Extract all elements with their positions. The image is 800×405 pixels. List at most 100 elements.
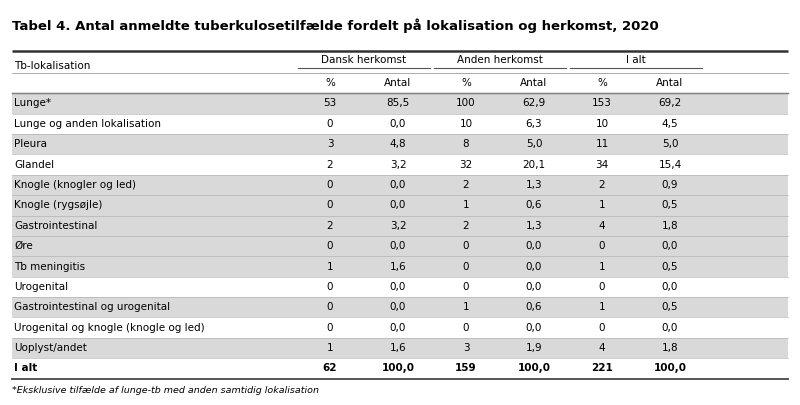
Text: 153: 153 — [592, 98, 612, 109]
Text: 0,0: 0,0 — [390, 180, 406, 190]
Text: 2: 2 — [598, 180, 606, 190]
Text: 10: 10 — [459, 119, 473, 129]
Text: Gastrointestinal og urogenital: Gastrointestinal og urogenital — [14, 302, 170, 312]
Text: 0,0: 0,0 — [526, 241, 542, 251]
Text: 10: 10 — [595, 119, 609, 129]
Text: 1: 1 — [598, 262, 606, 271]
Text: 3: 3 — [462, 343, 470, 353]
Text: 0,0: 0,0 — [390, 323, 406, 333]
Text: 0: 0 — [598, 241, 606, 251]
Text: 0: 0 — [598, 323, 606, 333]
Text: 0,0: 0,0 — [390, 200, 406, 210]
Text: 1: 1 — [462, 302, 470, 312]
Text: 0: 0 — [326, 200, 334, 210]
Text: 0,0: 0,0 — [526, 262, 542, 271]
Text: 0,6: 0,6 — [526, 302, 542, 312]
Text: 3,2: 3,2 — [390, 160, 406, 170]
Text: 2: 2 — [462, 180, 470, 190]
Bar — [12, 93, 788, 113]
Text: Tabel 4. Antal anmeldte tuberkulosetilfælde fordelt på lokalisation og herkomst,: Tabel 4. Antal anmeldte tuberkulosetilfæ… — [12, 18, 658, 33]
Text: 1,3: 1,3 — [526, 221, 542, 231]
Text: 4: 4 — [598, 221, 606, 231]
Text: 1,8: 1,8 — [662, 343, 678, 353]
Text: Knogle (knogler og led): Knogle (knogler og led) — [14, 180, 136, 190]
Text: 2: 2 — [462, 221, 470, 231]
Text: 1,9: 1,9 — [526, 343, 542, 353]
Text: I alt: I alt — [14, 363, 38, 373]
Text: 0,6: 0,6 — [526, 200, 542, 210]
Text: 1,6: 1,6 — [390, 262, 406, 271]
Bar — [12, 195, 788, 215]
Text: 0: 0 — [462, 241, 470, 251]
Text: %: % — [461, 78, 471, 88]
Text: 0,5: 0,5 — [662, 200, 678, 210]
Text: 3,2: 3,2 — [390, 221, 406, 231]
Text: 0,0: 0,0 — [662, 241, 678, 251]
Text: 0: 0 — [462, 282, 470, 292]
Text: 34: 34 — [595, 160, 609, 170]
Bar — [12, 256, 788, 277]
Text: 0,0: 0,0 — [526, 323, 542, 333]
Text: Dansk herkomst: Dansk herkomst — [322, 55, 406, 65]
Text: 2: 2 — [326, 160, 334, 170]
Text: 1: 1 — [598, 302, 606, 312]
Bar — [12, 277, 788, 297]
Text: Antal: Antal — [656, 78, 684, 88]
Text: Lunge og anden lokalisation: Lunge og anden lokalisation — [14, 119, 162, 129]
Text: 0: 0 — [326, 282, 334, 292]
Text: I alt: I alt — [626, 55, 646, 65]
Text: Antal: Antal — [520, 78, 548, 88]
Text: 0,0: 0,0 — [390, 302, 406, 312]
Text: 100,0: 100,0 — [382, 363, 414, 373]
Text: 0: 0 — [326, 323, 334, 333]
Text: 0,5: 0,5 — [662, 262, 678, 271]
Text: 159: 159 — [455, 363, 477, 373]
Text: 62,9: 62,9 — [522, 98, 546, 109]
Text: 4,5: 4,5 — [662, 119, 678, 129]
Text: 15,4: 15,4 — [658, 160, 682, 170]
Text: Lunge*: Lunge* — [14, 98, 51, 109]
Text: 0: 0 — [326, 119, 334, 129]
Text: 100,0: 100,0 — [654, 363, 686, 373]
Bar — [12, 236, 788, 256]
Text: 6,3: 6,3 — [526, 119, 542, 129]
Text: 0: 0 — [462, 323, 470, 333]
Text: 100,0: 100,0 — [518, 363, 550, 373]
Text: Tb meningitis: Tb meningitis — [14, 262, 86, 271]
Bar — [12, 318, 788, 338]
Text: 5,0: 5,0 — [662, 139, 678, 149]
Text: 4,8: 4,8 — [390, 139, 406, 149]
Text: Tb-lokalisation: Tb-lokalisation — [14, 61, 90, 71]
Text: 32: 32 — [459, 160, 473, 170]
Text: Uoplyst/andet: Uoplyst/andet — [14, 343, 87, 353]
Bar — [12, 297, 788, 318]
Text: 0: 0 — [598, 282, 606, 292]
Text: 8: 8 — [462, 139, 470, 149]
Text: Knogle (rygsøjle): Knogle (rygsøjle) — [14, 200, 102, 210]
Text: 0: 0 — [326, 180, 334, 190]
Text: 1,8: 1,8 — [662, 221, 678, 231]
Bar — [12, 358, 788, 379]
Text: 11: 11 — [595, 139, 609, 149]
Text: Øre: Øre — [14, 241, 33, 251]
Text: 85,5: 85,5 — [386, 98, 410, 109]
Text: Urogenital og knogle (knogle og led): Urogenital og knogle (knogle og led) — [14, 323, 205, 333]
Bar — [12, 338, 788, 358]
Text: 0: 0 — [326, 302, 334, 312]
Text: 3: 3 — [326, 139, 334, 149]
Bar — [12, 154, 788, 175]
Bar — [12, 215, 788, 236]
Text: 4: 4 — [598, 343, 606, 353]
Text: %: % — [597, 78, 607, 88]
Text: 20,1: 20,1 — [522, 160, 546, 170]
Text: 100: 100 — [456, 98, 476, 109]
Text: 53: 53 — [323, 98, 337, 109]
Text: 0,0: 0,0 — [662, 282, 678, 292]
Text: Pleura: Pleura — [14, 139, 47, 149]
Text: 0,0: 0,0 — [662, 323, 678, 333]
Text: 5,0: 5,0 — [526, 139, 542, 149]
Text: 221: 221 — [591, 363, 613, 373]
Text: %: % — [325, 78, 335, 88]
Bar — [12, 175, 788, 195]
Text: 0,0: 0,0 — [390, 241, 406, 251]
